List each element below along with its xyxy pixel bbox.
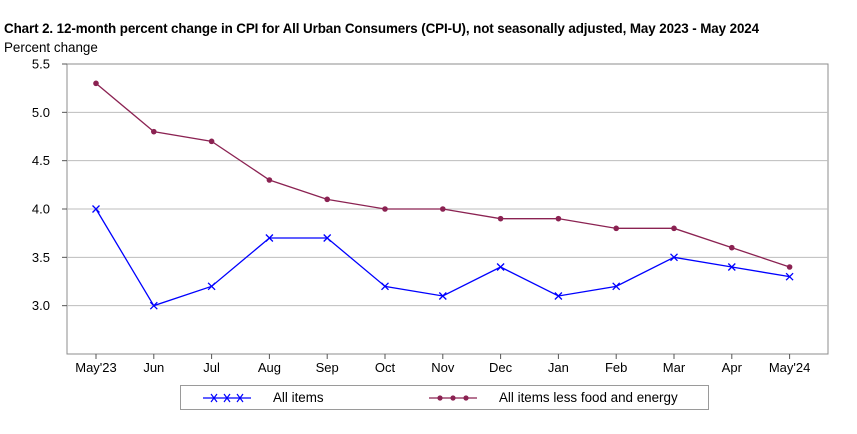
data-point [265, 234, 274, 242]
x-tick-label: May'23 [75, 360, 117, 375]
data-point [496, 263, 505, 271]
legend-item-all-items: All items [203, 386, 324, 409]
legend-label-core: All items less food and energy [499, 390, 678, 405]
x-tick-label: Jul [203, 360, 220, 375]
data-point [729, 244, 735, 251]
data-point [785, 272, 794, 281]
data-point [382, 206, 388, 212]
y-axis-label: Percent change [4, 40, 98, 55]
data-point [613, 225, 619, 232]
x-tick-label: Aug [258, 360, 281, 375]
y-tick-label: 4.0 [32, 202, 50, 217]
data-point [92, 205, 100, 213]
series-all-items [92, 205, 794, 310]
gridlines [67, 111, 828, 307]
y-tick-label: 5.0 [32, 105, 50, 120]
x-tick-label: Jan [548, 360, 569, 375]
data-point [208, 138, 215, 145]
y-axis-ticks: 3.0 3.5 4.0 4.5 5.0 5.5 [32, 57, 67, 313]
data-point [151, 128, 157, 135]
x-tick-label: Feb [605, 360, 627, 375]
y-tick-label: 5.5 [32, 57, 50, 72]
data-point [786, 264, 793, 270]
x-tick-label: Nov [431, 360, 455, 375]
y-tick-label: 4.5 [32, 153, 50, 168]
data-point [612, 282, 621, 291]
data-point [324, 196, 331, 203]
x-tick-label: Jun [143, 360, 164, 375]
y-tick-label: 3.0 [32, 298, 50, 313]
legend: All items All items less food and energy [180, 385, 709, 410]
data-point [266, 177, 273, 183]
data-point [438, 292, 447, 300]
data-point [555, 215, 562, 222]
data-point [671, 225, 677, 232]
y-tick-label: 3.5 [32, 250, 50, 265]
data-point [149, 301, 158, 310]
legend-item-core: All items less food and energy [429, 386, 678, 409]
data-point [727, 263, 736, 271]
x-marker-icon [203, 393, 251, 402]
data-point [207, 282, 216, 291]
x-tick-label: Apr [722, 360, 743, 375]
series-group [92, 80, 794, 310]
x-tick-label: Mar [663, 360, 686, 375]
data-point [93, 80, 99, 87]
data-point [440, 206, 446, 212]
data-point [323, 234, 332, 242]
series-less-food-energy [93, 80, 793, 270]
chart-title: Chart 2. 12-month percent change in CPI … [4, 21, 759, 36]
legend-label-all-items: All items [273, 390, 324, 405]
circle-marker-icon [429, 394, 477, 401]
data-point [381, 282, 389, 291]
data-point [670, 253, 678, 262]
x-tick-label: Oct [375, 360, 396, 375]
data-point [497, 215, 504, 222]
x-tick-label: Dec [489, 360, 513, 375]
data-point [554, 292, 563, 300]
x-axis-ticks: May'23 Jun Jul Aug Sep Oct Nov Dec Jan Feb Mar Apr M… [75, 354, 810, 375]
x-tick-label: May'24 [769, 360, 811, 375]
x-tick-label: Sep [316, 360, 339, 375]
